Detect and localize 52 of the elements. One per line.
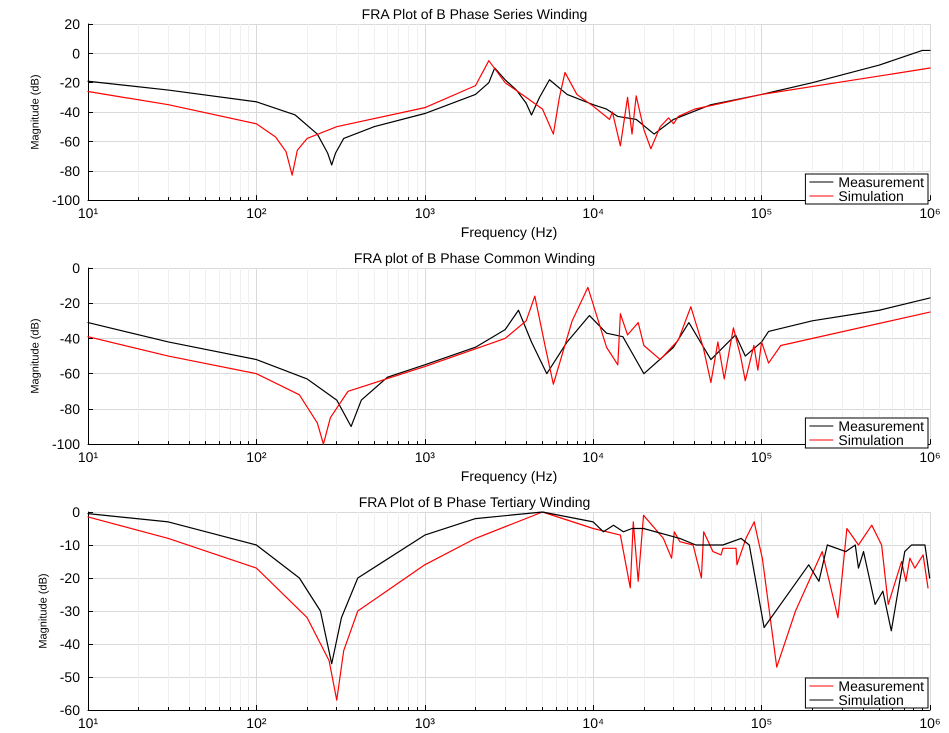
chart-title: FRA Plot of B Phase Tertiary Winding: [358, 494, 590, 510]
y-tick-label: 0: [72, 260, 80, 276]
x-tick-label: 10²: [246, 205, 267, 222]
x-tick-label: 10²: [246, 715, 267, 731]
x-axis-title: Frequency (Hz): [460, 224, 558, 240]
y-tick-label: -100: [52, 192, 80, 208]
x-tick-label: 10⁴: [582, 449, 604, 466]
y-tick-label: -40: [60, 104, 80, 120]
y-tick-label: -20: [60, 74, 80, 91]
x-tick-label: 10¹: [78, 715, 98, 731]
y-tick-label: -50: [60, 669, 80, 685]
y-tick-label: 20: [64, 16, 80, 32]
x-tick-label: 10⁵: [750, 715, 772, 731]
x-tick-label: 10¹: [78, 449, 98, 466]
legend-label: Simulation: [838, 432, 904, 448]
x-tick-label: 10⁶: [919, 449, 941, 466]
legend-label: Simulation: [838, 188, 904, 204]
x-tick-label: 10⁵: [750, 449, 772, 466]
x-tick-label: 10⁶: [919, 715, 941, 731]
y-tick-label: 0: [72, 45, 80, 62]
legend-label: Measurement: [838, 418, 924, 434]
y-tick-label: -20: [60, 295, 80, 312]
x-tick-label: 10³: [414, 715, 436, 731]
y-tick-label: -40: [60, 330, 80, 346]
legend-label: Simulation: [838, 692, 904, 708]
x-tick-label: 10⁵: [750, 205, 772, 222]
chart-title: FRA Plot of B Phase Series Winding: [362, 6, 588, 22]
y-tick-label: -40: [60, 636, 80, 652]
y-tick-label: -80: [60, 400, 80, 417]
x-axis-title: Frequency (Hz): [460, 468, 558, 484]
y-tick-label: -30: [60, 603, 80, 619]
x-tick-label: 10⁴: [582, 715, 604, 731]
x-tick-label: 10⁶: [919, 205, 941, 222]
y-tick-label: -20: [60, 570, 80, 586]
x-tick-label: 10³: [414, 449, 436, 466]
y-axis-title: Magnitude (dB): [37, 573, 50, 649]
y-tick-label: 0: [72, 504, 80, 520]
y-tick-label: -10: [60, 537, 80, 553]
chart-title: FRA plot of B Phase Common Winding: [354, 250, 596, 266]
x-tick-label: 10⁴: [582, 205, 604, 222]
legend-label: Measurement: [838, 174, 924, 190]
x-tick-label: 10³: [414, 205, 436, 222]
y-tick-label: -80: [60, 162, 80, 179]
y-axis-title: Magnitude (dB): [30, 74, 42, 150]
x-tick-label: 10²: [246, 449, 267, 466]
y-tick-label: -100: [52, 436, 80, 452]
y-tick-label: -60: [60, 702, 80, 718]
y-axis-title: Magnitude (dB): [30, 318, 42, 394]
y-tick-label: -60: [60, 133, 80, 150]
legend-label: Measurement: [838, 678, 924, 694]
y-tick-label: -60: [60, 366, 80, 382]
x-tick-label: 10¹: [78, 205, 98, 222]
